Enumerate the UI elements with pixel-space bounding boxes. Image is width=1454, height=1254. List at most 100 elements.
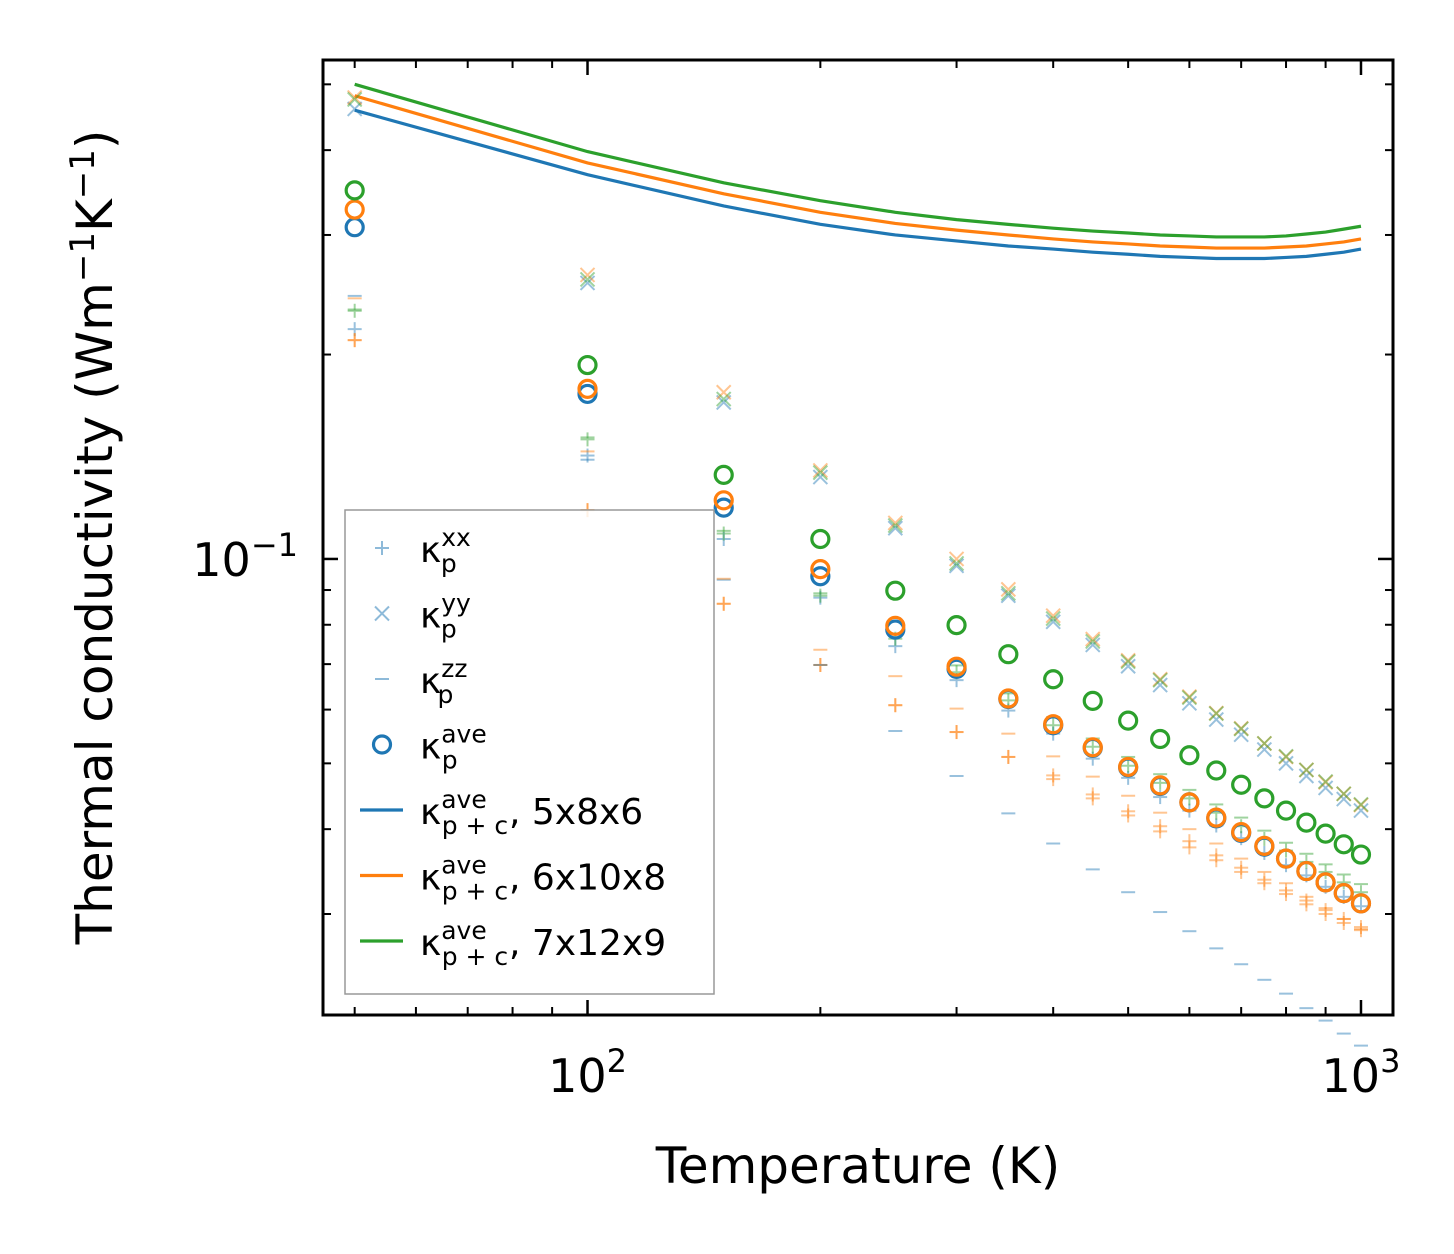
data-point — [344, 199, 365, 220]
plot-frame — [321, 58, 1395, 1017]
data-point — [1000, 587, 1017, 604]
data-point — [1353, 797, 1369, 813]
data-point — [347, 303, 362, 318]
data-point — [1336, 791, 1352, 807]
data-point — [1336, 915, 1351, 930]
data-point — [1333, 834, 1354, 855]
legend-sub: p + c — [442, 811, 508, 840]
data-point — [346, 89, 363, 106]
data-point — [1275, 848, 1297, 869]
legend-symbol: κ — [420, 923, 441, 964]
legend-symbol: κ — [420, 661, 441, 702]
data-point — [1256, 735, 1273, 752]
data-point — [949, 725, 964, 740]
data-point — [949, 725, 964, 740]
data-point — [1150, 728, 1171, 750]
data-point — [887, 515, 904, 531]
data-point — [813, 588, 828, 603]
data-point — [1315, 872, 1336, 893]
data-point — [1120, 658, 1136, 674]
data-point — [1085, 633, 1101, 650]
data-point — [577, 354, 598, 376]
legend-sub: p — [441, 549, 457, 578]
data-point — [346, 101, 363, 117]
data-point — [1085, 791, 1100, 806]
data-point — [1231, 822, 1252, 843]
data-point — [1275, 800, 1297, 821]
data-point — [1121, 808, 1136, 823]
data-point — [1336, 911, 1351, 926]
data-point — [1181, 689, 1198, 706]
data-point — [713, 497, 734, 518]
legend-entry: κave p + c, 5x8x6 — [360, 785, 643, 840]
data-point — [1257, 876, 1272, 891]
legend-sup: ave — [441, 720, 487, 749]
legend-sup: ave — [441, 785, 487, 814]
y-axis-label: Thermal conductivity (Wm−1K−1) — [63, 130, 124, 946]
legend-label: κyy p — [420, 589, 471, 644]
data-point — [716, 384, 732, 400]
series-ave-2 — [344, 180, 1372, 865]
data-point — [1208, 705, 1224, 722]
data-point — [1353, 796, 1369, 813]
data-point — [1231, 774, 1252, 795]
series-yy-0 — [346, 101, 1369, 819]
series-xx-2 — [347, 333, 1368, 935]
data-point — [1206, 760, 1227, 781]
data-point — [1278, 749, 1294, 765]
data-point — [1085, 739, 1100, 754]
data-point — [1209, 853, 1224, 868]
y-axis-label-main: Thermal conductivity (Wm — [66, 282, 124, 945]
data-point — [1299, 897, 1314, 912]
data-point — [1317, 780, 1334, 796]
data-point — [579, 267, 596, 283]
data-point — [1118, 756, 1139, 778]
data-point — [1182, 834, 1197, 849]
data-point — [1121, 758, 1136, 773]
data-point — [1298, 762, 1315, 778]
data-point — [1046, 718, 1061, 733]
legend-label: κxx p — [420, 523, 471, 578]
y-tick-base: 10 — [192, 533, 251, 587]
data-point — [580, 432, 595, 447]
data-point — [1045, 607, 1061, 624]
data-point — [1257, 872, 1272, 887]
data-point — [716, 526, 731, 541]
data-point — [1121, 804, 1136, 819]
data-point — [1082, 737, 1103, 758]
data-point — [716, 391, 732, 407]
x-tick-base: 10 — [548, 1049, 607, 1103]
data-point — [344, 180, 365, 201]
data-point — [1082, 690, 1103, 711]
legend-sup: ave — [441, 851, 487, 880]
data-point — [810, 528, 831, 550]
data-point — [1353, 885, 1368, 900]
data-point — [1278, 755, 1294, 772]
legend-entry: κave p + c, 7x12x9 — [360, 916, 666, 971]
legend-sub: p — [442, 746, 458, 775]
legend-suffix: , 6x10x8 — [509, 858, 666, 899]
legend-sub: p — [441, 615, 457, 644]
data-point — [1336, 786, 1352, 802]
data-point — [579, 275, 596, 291]
data-point — [946, 615, 967, 636]
legend-suffix: , 5x8x6 — [509, 792, 643, 833]
data-point — [1120, 653, 1136, 670]
series-yy-2 — [346, 91, 1369, 813]
legend-label: κave p + c, 5x8x6 — [420, 785, 643, 840]
data-point — [948, 555, 965, 572]
data-point — [813, 590, 828, 605]
data-point — [888, 698, 903, 713]
data-point — [1208, 705, 1224, 721]
data-point — [1278, 748, 1294, 765]
series-line-2 — [354, 82, 1362, 239]
legend-entry: κxx p — [375, 523, 471, 578]
data-point — [713, 464, 734, 485]
legend-entry: κzz p — [375, 654, 467, 709]
data-point — [1179, 792, 1200, 813]
data-point — [716, 394, 732, 411]
data-point — [812, 462, 829, 479]
series-line-0 — [354, 108, 1362, 261]
